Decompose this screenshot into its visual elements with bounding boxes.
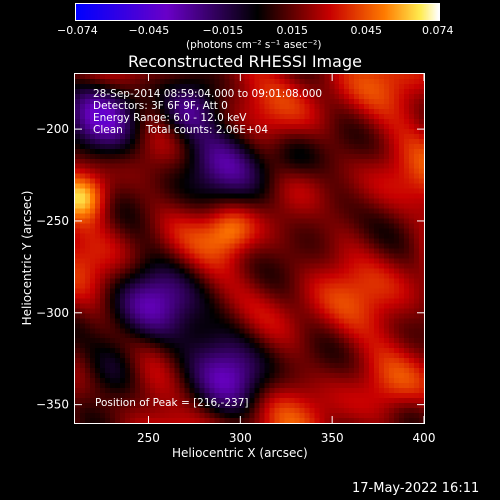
x-axis-label: Heliocentric X (arcsec) <box>172 446 308 460</box>
chart-title: Reconstructed RHESSI Image <box>128 52 362 71</box>
y-tick-label: −350 <box>36 398 69 412</box>
date-stamp: 17-May-2022 16:11 <box>352 481 480 496</box>
colorbar-tick-label: −0.074 <box>57 24 98 37</box>
x-tick-label: 300 <box>229 431 252 445</box>
heatmap-image <box>75 74 424 423</box>
colorbar <box>75 3 440 21</box>
colorbar-tick-label: −0.045 <box>128 24 170 37</box>
y-axis-label: Heliocentric Y (arcsec) <box>20 190 34 326</box>
x-tick-label: 400 <box>413 431 436 445</box>
total-counts-label: Total counts: 2.06E+04 <box>146 124 269 136</box>
colorbar-unit-label: (photons cm⁻² s⁻¹ asec⁻²) <box>186 39 322 51</box>
detectors-label: Detectors: 3F 6F 9F, Att 0 <box>93 100 228 112</box>
colorbar-tick-label: 0.015 <box>276 24 308 37</box>
x-tick-label: 350 <box>321 431 344 445</box>
peak-position-label: Position of Peak = [216,-237] <box>95 397 249 409</box>
y-tick-label: −200 <box>36 122 69 136</box>
colorbar-tick-label: 0.045 <box>350 24 382 37</box>
energy-range-label: Energy Range: 6.0 - 12.0 keV <box>93 112 247 124</box>
x-tick-label: 250 <box>137 431 160 445</box>
y-tick-label: −250 <box>36 214 69 228</box>
y-tick-label: −300 <box>36 306 69 320</box>
plot-area <box>74 73 425 424</box>
colorbar-tick-label: 0.074 <box>422 24 454 37</box>
colorbar-tick-label: −0.015 <box>202 24 244 37</box>
method-label: Clean <box>93 124 123 136</box>
time-range-label: 28-Sep-2014 08:59:04.000 to 09:01:08.000 <box>93 88 323 100</box>
